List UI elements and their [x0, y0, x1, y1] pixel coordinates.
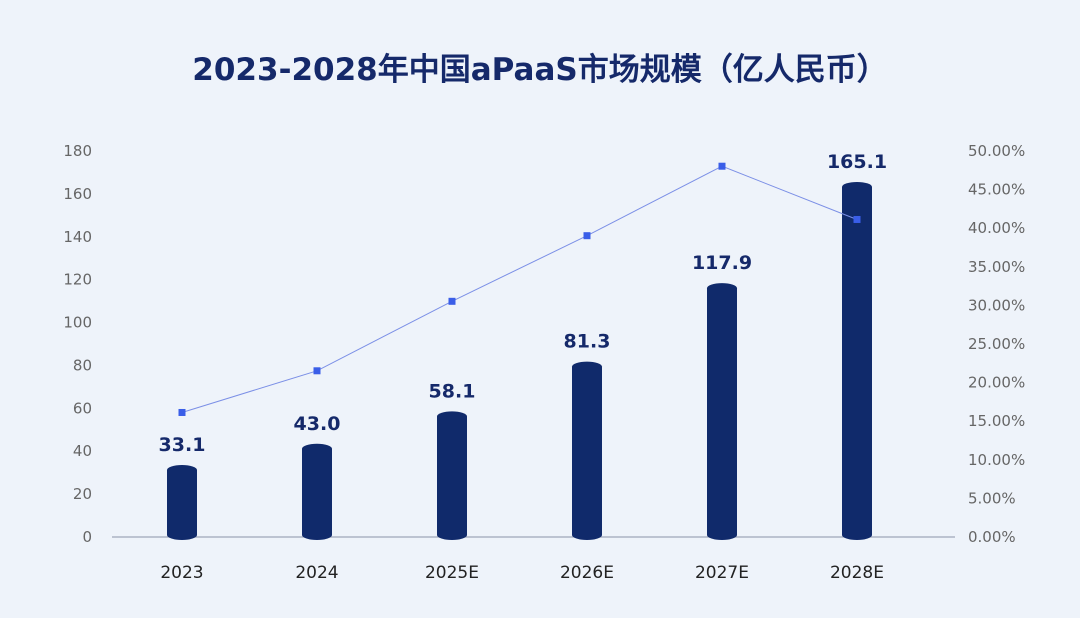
growth-line-marker [178, 408, 186, 416]
bar-data-label: 117.9 [692, 252, 752, 274]
bar [437, 411, 467, 540]
right-axis-tick-label: 5.00% [968, 489, 1016, 507]
chart-title: 2023-2028年中国aPaaS市场规模（亿人民币） [192, 52, 888, 88]
left-axis-tick-label: 160 [63, 185, 92, 203]
bar [167, 465, 197, 540]
right-axis-tick-label: 45.00% [968, 181, 1025, 199]
bar [707, 283, 737, 540]
x-axis-tick-label: 2025E [425, 563, 479, 583]
left-axis-tick-label: 60 [73, 399, 92, 417]
right-axis-tick-label: 0.00% [968, 528, 1016, 546]
left-axis-tick-label: 180 [63, 142, 92, 160]
bar [842, 181, 872, 541]
right-axis-tick-label: 40.00% [968, 219, 1025, 237]
x-axis-tick-label: 2023 [160, 563, 203, 583]
bar-data-label: 58.1 [429, 380, 476, 402]
growth-line [181, 165, 858, 413]
right-axis-tick-label: 35.00% [968, 258, 1025, 276]
x-axis-tick-label: 2026E [560, 563, 614, 583]
bar-data-label: 81.3 [564, 331, 611, 353]
left-axis-tick-label: 140 [63, 228, 92, 246]
growth-line-marker [313, 367, 321, 375]
bar-data-label: 33.1 [159, 434, 206, 456]
bar-data-label: 165.1 [827, 151, 887, 173]
bar [302, 443, 332, 540]
left-axis-tick-label: 0 [82, 528, 92, 546]
bar [572, 361, 602, 540]
right-axis-tick-label: 50.00% [968, 142, 1025, 160]
growth-line-marker [583, 232, 591, 240]
left-axis-tick-label: 40 [73, 442, 92, 460]
right-axis-tick-label: 25.00% [968, 335, 1025, 353]
left-axis-tick-label: 120 [63, 271, 92, 289]
right-axis-tick-label: 10.00% [968, 451, 1025, 469]
left-axis-tick-label: 100 [63, 314, 92, 332]
growth-line-marker [718, 162, 726, 170]
bar-data-label: 43.0 [294, 413, 341, 435]
left-axis-tick-label: 20 [73, 485, 92, 503]
x-axis-tick-label: 2024 [295, 563, 338, 583]
x-axis-tick-label: 2027E [695, 563, 749, 583]
right-axis-tick-label: 20.00% [968, 374, 1025, 392]
right-axis-tick-label: 15.00% [968, 412, 1025, 430]
left-axis-tick-label: 80 [73, 356, 92, 374]
growth-line-marker [853, 215, 861, 223]
growth-line-marker [448, 297, 456, 305]
x-axis-tick-label: 2028E [830, 563, 884, 583]
right-axis-tick-label: 30.00% [968, 296, 1025, 314]
